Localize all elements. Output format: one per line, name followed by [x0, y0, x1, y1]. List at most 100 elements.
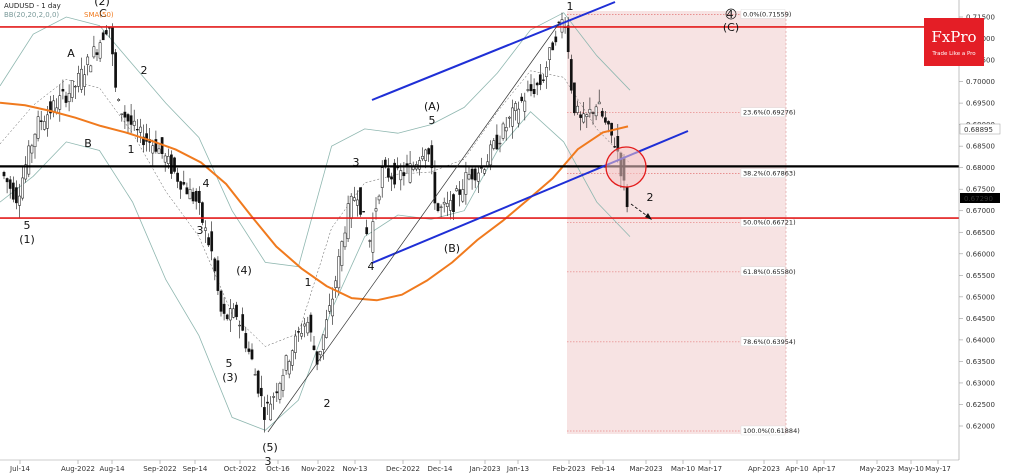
fib-level-box — [740, 107, 786, 117]
x-tick-label: Mar-10 — [671, 465, 695, 473]
candle-body — [5, 178, 9, 183]
candle-body — [139, 126, 142, 133]
candle-body — [278, 383, 282, 400]
candle-body — [576, 105, 579, 113]
x-tick-label: Apr-2023 — [748, 465, 780, 473]
candle-body — [204, 227, 207, 231]
candle-body — [321, 334, 325, 350]
candle-body — [132, 120, 136, 126]
candle-body — [365, 227, 369, 235]
candle-body — [281, 374, 285, 391]
candle-body — [455, 188, 458, 192]
candle-body — [393, 162, 396, 185]
candle-body — [486, 161, 489, 167]
candle-body — [253, 374, 257, 376]
candle-body — [259, 387, 263, 397]
candle-body — [201, 202, 204, 223]
x-tick-label: Sep-2022 — [143, 465, 177, 473]
candle-body — [371, 221, 375, 253]
candle-body — [309, 314, 313, 333]
wave-label: 1 — [567, 0, 574, 13]
x-tick-label: Apr-10 — [785, 465, 808, 473]
wave-label: 2 — [647, 191, 654, 204]
candle-body — [216, 260, 220, 291]
wave-label: 4 — [727, 8, 734, 21]
wave-label: C — [99, 7, 107, 20]
candle-body — [315, 351, 319, 365]
candle-body — [467, 174, 471, 180]
candle-body — [275, 391, 279, 394]
candle-body — [532, 88, 536, 95]
candle-body — [560, 19, 564, 33]
candle-body — [554, 36, 558, 43]
x-tick-label: Aug-2022 — [61, 465, 95, 473]
candle-body — [439, 206, 443, 208]
candle-body — [120, 113, 124, 115]
fib-level-label: 38.2%(0.67863) — [743, 170, 796, 178]
wave-label: 4 — [203, 177, 210, 190]
candle-body — [433, 171, 437, 204]
candle-body — [179, 181, 183, 190]
candle-body — [86, 56, 90, 65]
candle-body — [418, 160, 421, 170]
y-tick-label: 0.64500 — [966, 315, 995, 323]
candle-body — [604, 117, 607, 123]
candle-body — [145, 133, 148, 142]
candle-body — [256, 370, 260, 394]
wave-4-circle — [725, 8, 737, 20]
wave-label: (B) — [444, 242, 460, 255]
x-tick-label: Oct-2022 — [224, 465, 256, 473]
candle-body — [346, 203, 350, 240]
candle-body — [489, 144, 493, 166]
candle-body — [238, 324, 241, 327]
candle-body — [573, 82, 576, 114]
wave-label: (5) — [262, 441, 278, 454]
candle-body — [173, 157, 176, 172]
fib-level-box — [740, 336, 786, 347]
fib-level-label: 78.6%(0.63954) — [743, 338, 796, 346]
y-tick-label: 0.66500 — [966, 229, 995, 237]
wave-label: 3 — [197, 224, 204, 237]
candle-body — [225, 314, 229, 320]
candle-body — [430, 145, 434, 169]
candle-body — [436, 203, 440, 211]
candle-body — [92, 46, 96, 58]
candle-body — [126, 114, 130, 122]
candle-body — [526, 89, 530, 91]
candle-body — [452, 194, 455, 212]
candle-body — [222, 303, 226, 314]
wave-label: (C) — [723, 21, 739, 34]
candle-body — [514, 103, 517, 111]
channel-upper-line — [371, 1, 616, 101]
candle-body — [517, 108, 520, 124]
candle-body — [52, 100, 55, 112]
y-tick-label: 0.66000 — [966, 250, 995, 258]
x-tick-label: Aug-14 — [99, 465, 125, 473]
candle-body — [331, 298, 334, 317]
wave-trend-line — [267, 21, 561, 433]
y-tick-label: 0.62500 — [966, 401, 995, 409]
candle-body — [297, 331, 300, 333]
candle-body — [470, 168, 474, 180]
candle-body — [95, 52, 99, 55]
candle-body — [504, 127, 508, 132]
candle-body — [11, 182, 15, 200]
wave-label: A — [67, 47, 75, 60]
candle-body — [356, 199, 359, 206]
candle-body — [157, 148, 161, 154]
candle-body — [597, 101, 601, 105]
fib-level-label: 0.0%(0.71559) — [743, 10, 791, 18]
candle-body — [325, 319, 328, 338]
candle-body — [154, 139, 158, 152]
candle-body — [24, 164, 28, 180]
candle-body — [579, 114, 582, 118]
wave-label: (3) — [222, 371, 238, 384]
candle-body — [480, 167, 483, 169]
candle-body — [2, 171, 6, 177]
wave-label: 5 — [226, 357, 233, 370]
x-tick-label: May-17 — [925, 465, 951, 473]
candle-body — [21, 177, 24, 199]
candle-body — [582, 113, 586, 123]
candle-body — [588, 109, 592, 114]
